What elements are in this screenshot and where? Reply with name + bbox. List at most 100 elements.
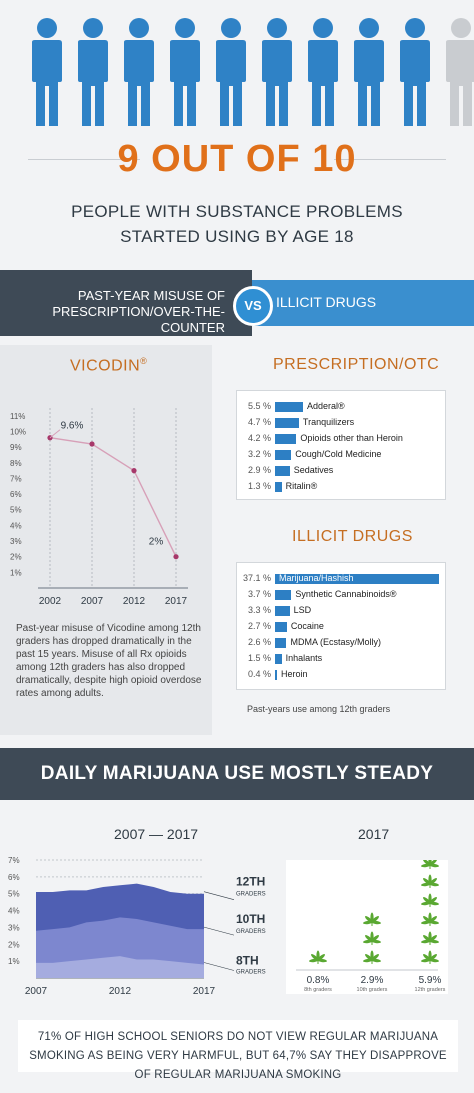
person-icon bbox=[396, 18, 434, 128]
bar-category-label: Sedatives bbox=[293, 465, 334, 475]
area-series-name: 10TH bbox=[236, 912, 265, 926]
area-y-tick: 1% bbox=[8, 957, 20, 966]
area-y-tick: 5% bbox=[8, 890, 20, 899]
bar-value-label: 2.7 % bbox=[247, 621, 271, 631]
bar-category-label: LSD bbox=[293, 605, 312, 615]
bar bbox=[275, 482, 282, 492]
cannabis-leaf-icon bbox=[421, 950, 439, 964]
bar-value-label: 3.3 % bbox=[247, 605, 271, 615]
leaf-blade bbox=[421, 939, 431, 944]
bar-row: 4.2 % Opioids other than Heroin bbox=[237, 431, 443, 447]
bar-category-label: Cocaine bbox=[290, 621, 324, 631]
cannabis-leaf-icon bbox=[421, 874, 439, 888]
area-series-name: 12TH bbox=[236, 875, 265, 889]
vicodin-x-tick: 2017 bbox=[165, 596, 188, 607]
vicodin-y-tick: 11% bbox=[10, 412, 25, 421]
marijuana-area-chart: 1% 2% 3% 4% 5% 6% 7% 2007 2012 2017 12TH GRADERS 10T… bbox=[8, 856, 266, 997]
comparison-left-panel bbox=[0, 270, 252, 336]
bar-category-label: Marijuana/Hashish bbox=[279, 573, 354, 583]
bar-category-label: Inhalants bbox=[285, 653, 323, 663]
leaf-blade bbox=[429, 958, 439, 963]
area-y-tick: 2% bbox=[8, 940, 20, 949]
cannabis-leaf-icon bbox=[421, 931, 439, 945]
area-x-tick: 2007 bbox=[25, 986, 48, 997]
headline-subtitle-line2: STARTED USING BY AGE 18 bbox=[120, 227, 354, 246]
area-series-sub: GRADERS bbox=[236, 970, 266, 976]
leaf-blade bbox=[429, 939, 439, 944]
leaf-blade bbox=[363, 958, 373, 963]
cannabis-leaf-icon bbox=[363, 950, 381, 964]
leaf-blade bbox=[421, 901, 431, 906]
vicodin-point bbox=[89, 441, 95, 447]
bar bbox=[275, 654, 282, 664]
comparison-right-panel bbox=[252, 280, 474, 326]
person-icon bbox=[442, 18, 474, 128]
headline-stat: 9 OUT OF 10 bbox=[117, 138, 357, 180]
vicodin-point bbox=[173, 554, 179, 560]
bar bbox=[275, 418, 299, 428]
area-series-leader bbox=[203, 891, 235, 901]
people-icon-row bbox=[28, 18, 474, 128]
year-chart-title: 2017 bbox=[358, 826, 390, 842]
area-y-tick: 6% bbox=[8, 873, 20, 882]
vicodin-x-tick: 2012 bbox=[123, 596, 146, 607]
area-series-sub: GRADERS bbox=[236, 892, 266, 898]
bar-value-label: 4.2 % bbox=[247, 433, 271, 443]
bar-value-label: 37.1 % bbox=[242, 573, 271, 583]
vicodin-y-tick: 9% bbox=[10, 443, 22, 452]
leaf-blade bbox=[363, 920, 373, 925]
bar-category-label: Ritalin® bbox=[285, 481, 318, 491]
area-series-leader bbox=[203, 962, 235, 971]
area-series-leader bbox=[203, 926, 235, 936]
bar-value-label: 1.5 % bbox=[247, 653, 271, 663]
area-x-tick: 2012 bbox=[109, 986, 132, 997]
vicodin-y-tick: 3% bbox=[10, 537, 22, 546]
bar bbox=[275, 402, 303, 412]
bar-category-label: Opioids other than Heroin bbox=[300, 433, 403, 443]
bar-value-label: 5.5 % bbox=[247, 401, 271, 411]
person-icon bbox=[28, 18, 66, 128]
bar bbox=[275, 670, 277, 680]
summary-box bbox=[18, 1020, 458, 1072]
bar-value-label: 2.6 % bbox=[247, 637, 271, 647]
year-bar-value: 0.8% bbox=[307, 975, 330, 986]
bar-row: 2.6 % MDMA (Ecstasy/Molly) bbox=[237, 635, 443, 651]
leaf-blade bbox=[429, 882, 439, 887]
prescription-bar-chart: 5.5 % Adderal® 4.7 % Tranquilizers 4.2 % Opio… bbox=[236, 390, 446, 500]
bar bbox=[275, 606, 290, 616]
vicodin-title-text: VICODIN bbox=[70, 357, 141, 375]
bar-category-label: Cough/Cold Medicine bbox=[295, 449, 382, 459]
bar-row: 0.4 % Heroin bbox=[237, 667, 443, 683]
cannabis-leaf-icon bbox=[309, 950, 327, 964]
vicodin-title: VICODIN® bbox=[70, 356, 147, 375]
bar-value-label: 2.9 % bbox=[247, 465, 271, 475]
comparison-right-label: ILLICIT DRUGS bbox=[276, 294, 377, 310]
illicit-bar-chart: 37.1 % Marijuana/Hashish 3.7 % Synthetic Ca… bbox=[236, 562, 446, 690]
year-bar-category: 12th graders bbox=[415, 987, 446, 993]
illicit-footnote: Past-years use among 12th graders bbox=[247, 704, 391, 714]
comparison-left-label: PAST-YEAR MISUSE OF PRESCRIPTION/OVER-TH… bbox=[10, 288, 225, 336]
summary-text: 71% OF HIGH SCHOOL SENIORS DO NOT VIEW R… bbox=[29, 1031, 447, 1081]
leaf-blade bbox=[371, 958, 381, 963]
vicodin-note: Past-year misuse of Vicodine among 12th … bbox=[16, 623, 202, 699]
leaf-blade bbox=[363, 939, 373, 944]
leaf-blade bbox=[421, 882, 431, 887]
area-series-3 bbox=[36, 956, 204, 978]
cannabis-leaf-icon bbox=[421, 912, 439, 926]
bar bbox=[275, 434, 297, 444]
area-y-tick: 4% bbox=[8, 907, 20, 916]
headline-subtitle-line1: PEOPLE WITH SUBSTANCE PROBLEMS bbox=[71, 202, 403, 221]
leaf-blade bbox=[429, 920, 439, 925]
person-icon bbox=[350, 18, 388, 128]
area-series-sub: GRADERS bbox=[236, 929, 266, 935]
vicodin-x-tick: 2002 bbox=[39, 596, 62, 607]
comparison-left-line2: PRESCRIPTION/OVER-THE-COUNTER bbox=[52, 304, 225, 335]
vicodin-y-tick: 1% bbox=[10, 568, 22, 577]
bar bbox=[275, 574, 439, 584]
vicodin-x-tick: 2007 bbox=[81, 596, 104, 607]
comparison-left-line1: PAST-YEAR MISUSE OF bbox=[77, 288, 225, 303]
cannabis-leaf-icon bbox=[421, 893, 439, 907]
leaf-blade bbox=[429, 901, 439, 906]
area-y-tick: 3% bbox=[8, 923, 20, 932]
bar-category-label: Synthetic Cannabinoids® bbox=[295, 589, 397, 599]
